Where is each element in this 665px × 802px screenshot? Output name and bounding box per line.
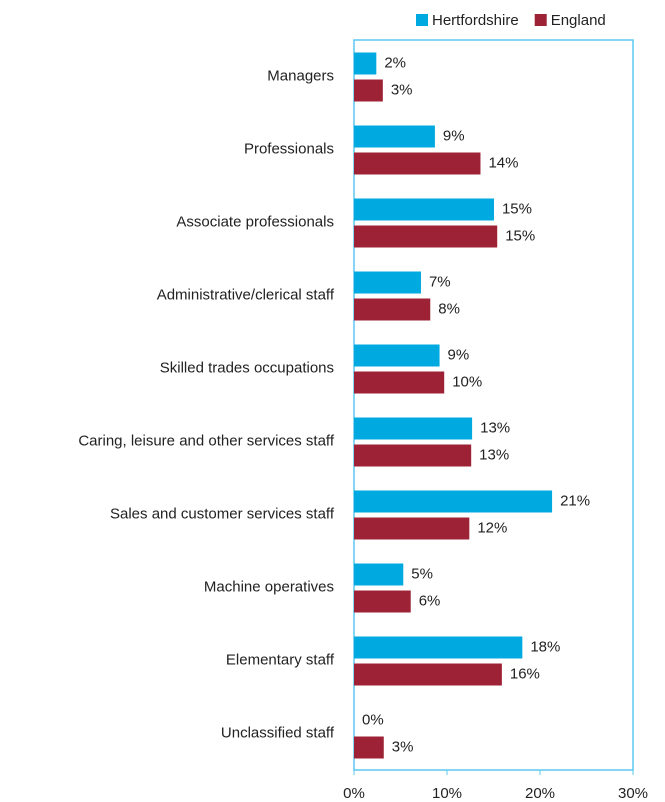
bar [354,663,502,686]
value-label: 9% [448,346,470,363]
value-label: 5% [411,565,433,582]
value-label: 8% [438,300,460,317]
bar [354,417,473,440]
y-tick-label: Professionals [244,140,334,157]
bar [354,490,553,513]
bar [354,79,383,102]
x-tick-label: 20% [525,785,555,802]
value-label: 6% [419,592,441,609]
bar [354,736,384,759]
y-tick-label: Skilled trades occupations [160,359,334,376]
bar [354,225,498,248]
value-label: 0% [362,711,384,728]
bar [354,344,440,367]
y-tick-label: Managers [267,67,334,84]
y-tick-label: Unclassified staff [221,724,335,741]
value-label: 2% [384,54,406,71]
y-tick-label: Elementary staff [226,651,335,668]
y-tick-label: Sales and customer services staff [110,505,335,522]
plot-border [353,39,634,771]
bar [354,198,494,221]
value-label: 16% [510,665,540,682]
bar [354,52,377,75]
bar [354,444,472,467]
value-label: 3% [391,81,413,98]
bar [354,590,411,613]
value-label: 13% [480,419,510,436]
x-tick-label: 0% [343,785,365,802]
x-tick-label: 10% [432,785,462,802]
value-label: 21% [560,492,590,509]
y-tick-label: Caring, leisure and other services staff [78,432,335,449]
y-tick-label: Machine operatives [204,578,334,595]
legend-swatch [416,14,428,26]
bar [354,152,481,175]
value-label: 12% [477,519,507,536]
bar [354,517,470,540]
bar [354,371,445,394]
bar [354,563,404,586]
y-tick-label: Administrative/clerical staff [157,286,335,303]
bar [354,636,523,659]
x-tick-label: 30% [618,785,648,802]
value-label: 15% [505,227,535,244]
bar [354,271,421,294]
value-label: 7% [429,273,451,290]
bar [354,125,435,148]
value-label: 10% [452,373,482,390]
value-label: 18% [530,638,560,655]
y-tick-label: Associate professionals [176,213,334,230]
value-label: 14% [488,154,518,171]
bar [354,298,431,321]
legend-label: Hertfordshire [432,12,519,29]
legend-swatch [534,14,547,26]
value-label: 9% [443,127,465,144]
value-label: 15% [502,200,532,217]
value-label: 3% [392,738,414,755]
legend-label: England [551,12,606,29]
value-label: 13% [479,446,509,463]
